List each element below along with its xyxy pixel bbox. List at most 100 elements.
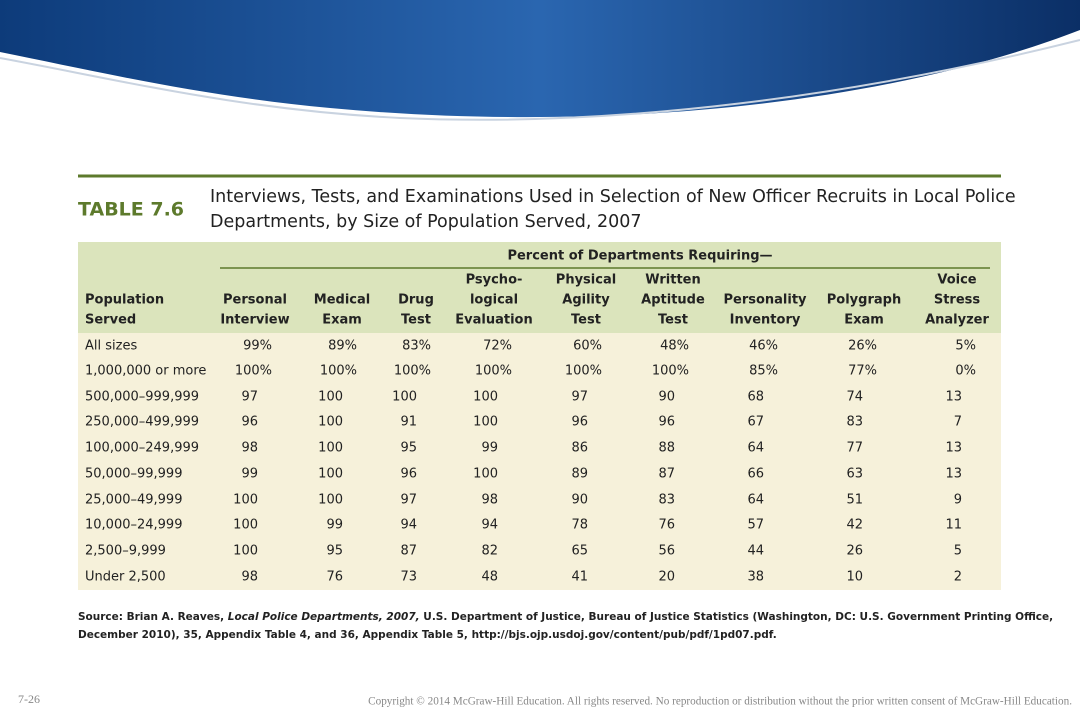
column-header: Physical	[556, 273, 616, 288]
cell: 100	[318, 441, 343, 456]
cell: 100	[233, 493, 258, 508]
cell: 13	[945, 390, 962, 405]
cell: 100	[233, 518, 258, 533]
cell: 96	[400, 467, 417, 482]
header-swoosh	[0, 0, 1080, 118]
cell: 97	[571, 390, 588, 405]
row-label: 500,000–999,999	[85, 390, 199, 405]
cell: 99	[241, 467, 258, 482]
cell: 77	[846, 441, 863, 456]
cell: 97	[241, 390, 258, 405]
source: December 2010), 35, Appendix Table 4, an…	[78, 629, 777, 641]
cell: 100	[473, 415, 498, 430]
header-curve	[0, 39, 1080, 121]
column-header: Aptitude	[641, 293, 705, 308]
cell: 46%	[749, 339, 778, 354]
cell: 90	[571, 493, 588, 508]
cell: 7	[954, 415, 962, 430]
cell: 76	[326, 570, 343, 585]
source-part: Source: Brian A. Reaves,	[78, 611, 228, 623]
cell: 83%	[402, 339, 431, 354]
column-header: Drug	[398, 293, 434, 308]
cell: 98	[481, 493, 498, 508]
cell: 42	[846, 518, 863, 533]
cell: 77%	[848, 364, 877, 379]
cell: 90	[658, 390, 675, 405]
cell: 26	[846, 544, 863, 559]
cell: 13	[945, 441, 962, 456]
cell: 88	[658, 441, 675, 456]
column-header: Test	[571, 313, 601, 328]
cell: 65	[571, 544, 588, 559]
cell: 95	[400, 441, 417, 456]
cell: 56	[658, 544, 675, 559]
cell: 94	[481, 518, 498, 533]
cell: 98	[241, 441, 258, 456]
cell: 66	[747, 467, 764, 482]
row-label: 100,000–249,999	[85, 441, 199, 456]
column-header: Psycho-	[466, 273, 523, 288]
source-part: U.S. Department of Justice, Bureau of Ju…	[420, 611, 1053, 623]
column-header: logical	[470, 293, 518, 308]
copyright: Copyright © 2014 McGraw-Hill Education. …	[368, 696, 1072, 708]
body-bg	[78, 333, 1001, 590]
cell: 82	[481, 544, 498, 559]
header-bg	[78, 242, 1001, 333]
cell: 98	[241, 570, 258, 585]
column-header: Evaluation	[455, 313, 532, 328]
cell: 99	[481, 441, 498, 456]
row-label: 10,000–24,999	[85, 518, 182, 533]
column-header: Inventory	[730, 313, 801, 328]
cell: 13	[945, 467, 962, 482]
cell: 2	[954, 570, 962, 585]
column-header: Written	[645, 273, 700, 288]
row-label: 25,000–49,999	[85, 493, 182, 508]
cell: 100	[473, 390, 498, 405]
cell: 100	[233, 544, 258, 559]
cell: 96	[571, 415, 588, 430]
cell: 26%	[848, 339, 877, 354]
column-header: Personality	[723, 293, 807, 308]
cell: 99	[326, 518, 343, 533]
table-title: Interviews, Tests, and Examinations Used…	[210, 187, 1016, 207]
row-label: 1,000,000 or more	[85, 364, 206, 379]
cell: 94	[400, 518, 417, 533]
row-label: Under 2,500	[85, 570, 166, 585]
cell: 10	[846, 570, 863, 585]
cell: 73	[400, 570, 417, 585]
cell: 99%	[243, 339, 272, 354]
cell: 44	[747, 544, 764, 559]
row-label: 2,500–9,999	[85, 544, 166, 559]
row-header: Served	[85, 313, 136, 328]
source-part: Local Police Departments, 2007,	[228, 611, 420, 623]
column-header: Analyzer	[925, 313, 989, 328]
cell: 87	[658, 467, 675, 482]
cell: 76	[658, 518, 675, 533]
cell: 95	[326, 544, 343, 559]
table-label: TABLE 7.6	[78, 199, 184, 221]
cell: 89	[571, 467, 588, 482]
cell: 60%	[573, 339, 602, 354]
column-header: Medical	[314, 293, 370, 308]
cell: 100%	[652, 364, 689, 379]
column-header: Agility	[562, 293, 610, 308]
cell: 100	[318, 493, 343, 508]
cell: 38	[747, 570, 764, 585]
cell: 9	[954, 493, 962, 508]
cell: 100	[473, 467, 498, 482]
cell: 41	[571, 570, 588, 585]
cell: 100%	[475, 364, 512, 379]
cell: 96	[241, 415, 258, 430]
cell: 64	[747, 441, 764, 456]
column-header: Polygraph	[827, 293, 901, 308]
cell: 74	[846, 390, 863, 405]
cell: 85%	[749, 364, 778, 379]
cell: 51	[846, 493, 863, 508]
table-title: Departments, by Size of Population Serve…	[210, 212, 642, 232]
cell: 100	[318, 390, 343, 405]
cell: 48%	[660, 339, 689, 354]
column-header: Test	[401, 313, 431, 328]
cell: 91	[400, 415, 417, 430]
